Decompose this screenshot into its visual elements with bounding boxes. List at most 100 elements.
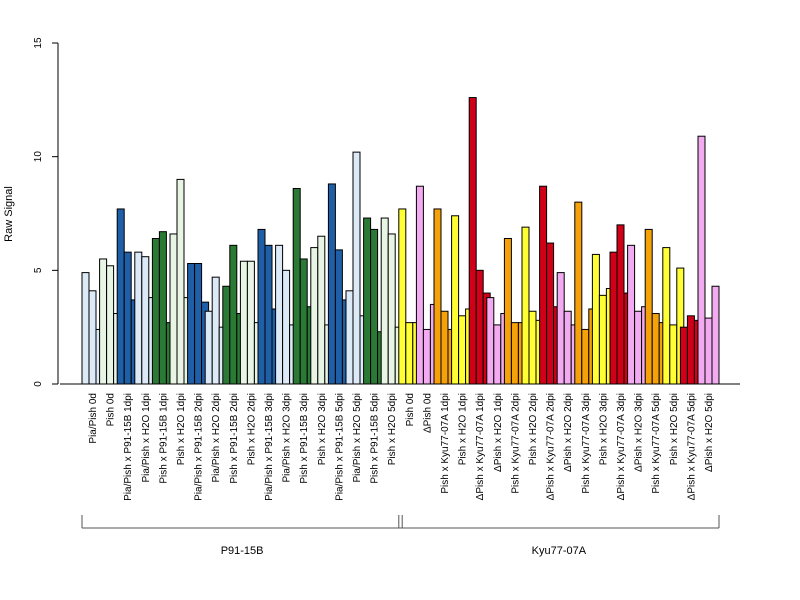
bar bbox=[609, 251, 618, 385]
category-label: Pish x P91-15B 2dpi bbox=[229, 393, 240, 484]
bar bbox=[468, 97, 477, 385]
bar bbox=[380, 217, 389, 385]
bar bbox=[282, 269, 291, 385]
category-label: Pish x Kyu77-07A 5dpi bbox=[651, 393, 662, 494]
category-label: Pish x P91-15B 1dpi bbox=[158, 393, 169, 484]
bar bbox=[317, 235, 326, 385]
category-label: Pia/Pish x P91-15B 2dpi bbox=[194, 393, 205, 501]
category-label: Pish 0d bbox=[106, 393, 117, 426]
bar bbox=[169, 233, 178, 385]
bar bbox=[387, 233, 396, 385]
category-label: Pish x H2O 5dpi bbox=[669, 393, 680, 465]
category-label: Pish x H2O 2dpi bbox=[246, 393, 257, 465]
y-tick-label: 0 bbox=[33, 381, 44, 387]
bar bbox=[405, 322, 414, 385]
category-label: Pia/Pish x H2O 3dpi bbox=[282, 393, 293, 483]
category-label: Pish x P91-15B 3dpi bbox=[299, 393, 310, 484]
bar bbox=[591, 253, 600, 385]
bar bbox=[634, 310, 643, 385]
bar bbox=[669, 324, 678, 385]
bar bbox=[363, 217, 372, 385]
bar bbox=[616, 224, 625, 385]
category-label: Pia/Pish x P91-15B 5dpi bbox=[334, 393, 345, 501]
bar bbox=[246, 260, 255, 385]
group-brackets: P91-15B Kyu77-07A bbox=[81, 515, 720, 557]
category-label: ΔPish x Kyu77-07A 3dpi bbox=[616, 393, 627, 500]
category-label: Pish 0d bbox=[405, 393, 416, 426]
bar bbox=[398, 208, 407, 385]
category-label: Pish x P91-15B 5dpi bbox=[370, 393, 381, 484]
bar bbox=[574, 201, 583, 385]
bars bbox=[81, 97, 720, 385]
bar bbox=[433, 208, 442, 385]
y-axis-title: Raw Signal bbox=[3, 186, 15, 242]
bar bbox=[486, 297, 495, 385]
category-label: Pia/Pish x H2O 1dpi bbox=[141, 393, 152, 483]
category-label: ΔPish x H2O 3dpi bbox=[634, 393, 645, 472]
bar bbox=[151, 238, 160, 385]
bar bbox=[292, 187, 301, 385]
bar bbox=[627, 244, 636, 385]
bar bbox=[106, 265, 115, 385]
category-label: Pish x H2O 2dpi bbox=[528, 393, 539, 465]
bar bbox=[99, 258, 108, 385]
bar bbox=[711, 285, 720, 385]
bar bbox=[264, 244, 273, 385]
bar bbox=[422, 328, 431, 385]
bar bbox=[528, 310, 537, 385]
bar bbox=[158, 231, 167, 385]
category-label: Pia/Pish x H2O 2dpi bbox=[211, 393, 222, 483]
bar bbox=[440, 310, 449, 385]
bar bbox=[563, 310, 572, 385]
bar bbox=[176, 178, 185, 385]
bar bbox=[88, 290, 97, 385]
bar bbox=[345, 290, 354, 385]
bar bbox=[651, 313, 660, 385]
y-tick-label: 15 bbox=[33, 37, 44, 49]
bar bbox=[81, 272, 90, 385]
category-label: ΔPish x H2O 1dpi bbox=[493, 393, 504, 472]
category-label: ΔPish x Kyu77-07A 1dpi bbox=[475, 393, 486, 500]
category-label: Pish x Kyu77-07A 2dpi bbox=[510, 393, 521, 494]
category-label: ΔPish x H2O 5dpi bbox=[704, 393, 715, 472]
y-tick-label: 10 bbox=[33, 151, 44, 163]
category-label: ΔPish x Kyu77-07A 2dpi bbox=[546, 393, 557, 500]
category-label: Pish x H2O 5dpi bbox=[387, 393, 398, 465]
bar bbox=[644, 228, 653, 385]
bar bbox=[187, 263, 196, 385]
category-label: ΔPish x H2O 2dpi bbox=[563, 393, 574, 472]
bar bbox=[257, 228, 266, 385]
bar bbox=[546, 242, 555, 385]
bar bbox=[134, 251, 143, 385]
category-label: Pish x H2O 1dpi bbox=[458, 393, 469, 465]
category-labels: Pia/Pish 0d Pish 0d Pia/Pish x P91-15B 1dp… bbox=[88, 393, 715, 501]
bar bbox=[123, 251, 132, 385]
category-label: ΔPish 0d bbox=[422, 393, 433, 433]
bar bbox=[229, 244, 238, 385]
bar bbox=[475, 269, 484, 385]
bar bbox=[194, 263, 203, 385]
bar bbox=[493, 324, 502, 385]
bar bbox=[211, 276, 220, 385]
category-label: Pia/Pish x P91-15B 3dpi bbox=[264, 393, 275, 501]
bar bbox=[458, 315, 467, 385]
bar bbox=[222, 285, 231, 385]
category-label: Pish x Kyu77-07A 3dpi bbox=[581, 393, 592, 494]
category-label: Pish x H2O 3dpi bbox=[598, 393, 609, 465]
category-label: Pia/Pish x H2O 5dpi bbox=[352, 393, 363, 483]
group-label: Kyu77-07A bbox=[532, 545, 587, 557]
bar bbox=[275, 244, 284, 385]
bar bbox=[116, 208, 125, 385]
y-tick-label: 5 bbox=[33, 267, 44, 273]
bar bbox=[239, 260, 248, 385]
category-label: Pia/Pish 0d bbox=[88, 393, 99, 444]
bar bbox=[679, 326, 688, 385]
bar bbox=[581, 328, 590, 385]
bar bbox=[310, 247, 319, 385]
bar bbox=[451, 215, 460, 385]
bar bbox=[503, 238, 512, 385]
bar bbox=[704, 317, 713, 385]
bar bbox=[598, 294, 607, 385]
